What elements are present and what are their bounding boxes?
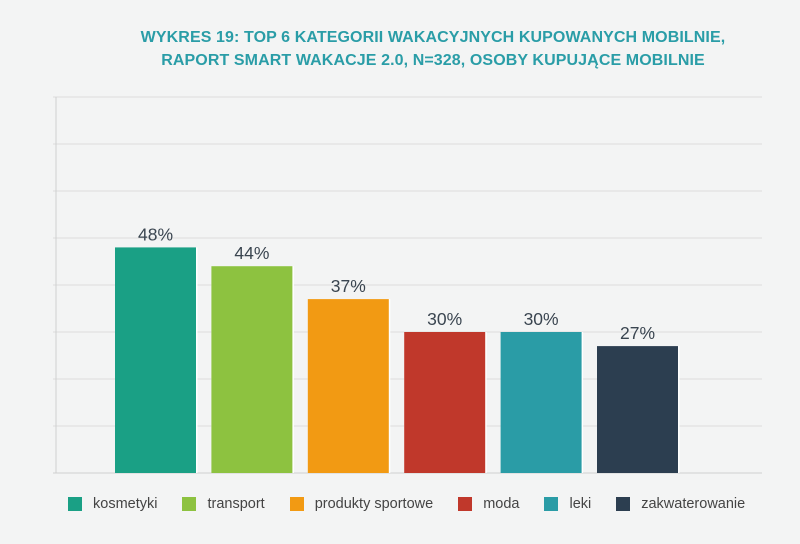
data-label-produkty-sportowe: 37% xyxy=(331,276,366,296)
legend-item-zakwaterowanie: zakwaterowanie xyxy=(616,496,745,512)
legend-label-zakwaterowanie: zakwaterowanie xyxy=(641,496,746,512)
bar-produkty-sportowe xyxy=(307,299,389,473)
data-label-zakwaterowanie: 27% xyxy=(620,323,655,343)
legend-item-kosmetyki: kosmetyki xyxy=(68,496,157,512)
legend: kosmetyki transport produkty sportowe moda l… xyxy=(68,494,745,514)
legend-swatch-zakwaterowanie xyxy=(616,497,631,511)
legend-swatch-leki xyxy=(544,497,559,511)
bar-transport xyxy=(211,266,293,473)
legend-swatch-produkty-sportowe xyxy=(289,497,304,511)
bar-kosmetyki xyxy=(115,247,196,473)
bar-moda xyxy=(404,332,486,473)
bar-leki xyxy=(500,332,582,473)
legend-label-kosmetyki: kosmetyki xyxy=(93,496,158,512)
data-label-moda: 30% xyxy=(427,309,462,329)
chart-title-line-1: WYKRES 19: TOP 6 KATEGORII WAKACYJNYCH K… xyxy=(140,29,726,46)
legend-swatch-kosmetyki xyxy=(68,497,82,511)
legend-item-transport: transport xyxy=(182,496,265,512)
legend-item-leki: leki xyxy=(544,496,591,512)
bar-zakwaterowanie xyxy=(597,346,678,473)
bar-chart: 48% 44% 37% 30% 30% 27% xyxy=(53,96,762,474)
legend-label-transport: transport xyxy=(207,496,265,512)
chart-title-line-2: RAPORT SMART WAKACJE 2.0, N=328, OSOBY K… xyxy=(161,52,705,69)
legend-swatch-transport xyxy=(182,497,197,511)
bars xyxy=(115,247,680,473)
data-labels: 48% 44% 37% 30% 30% 27% xyxy=(138,224,655,343)
legend-swatch-moda xyxy=(458,497,473,511)
legend-label-moda: moda xyxy=(483,496,520,512)
chart-title: WYKRES 19: TOP 6 KATEGORII WAKACYJNYCH K… xyxy=(0,26,800,72)
data-label-transport: 44% xyxy=(234,243,269,263)
data-label-leki: 30% xyxy=(524,309,559,329)
legend-label-produkty-sportowe: produkty sportowe xyxy=(314,496,434,512)
legend-item-moda: moda xyxy=(458,496,519,512)
legend-label-leki: leki xyxy=(569,496,592,512)
data-label-kosmetyki: 48% xyxy=(138,224,173,244)
legend-item-produkty-sportowe: produkty sportowe xyxy=(289,496,434,512)
